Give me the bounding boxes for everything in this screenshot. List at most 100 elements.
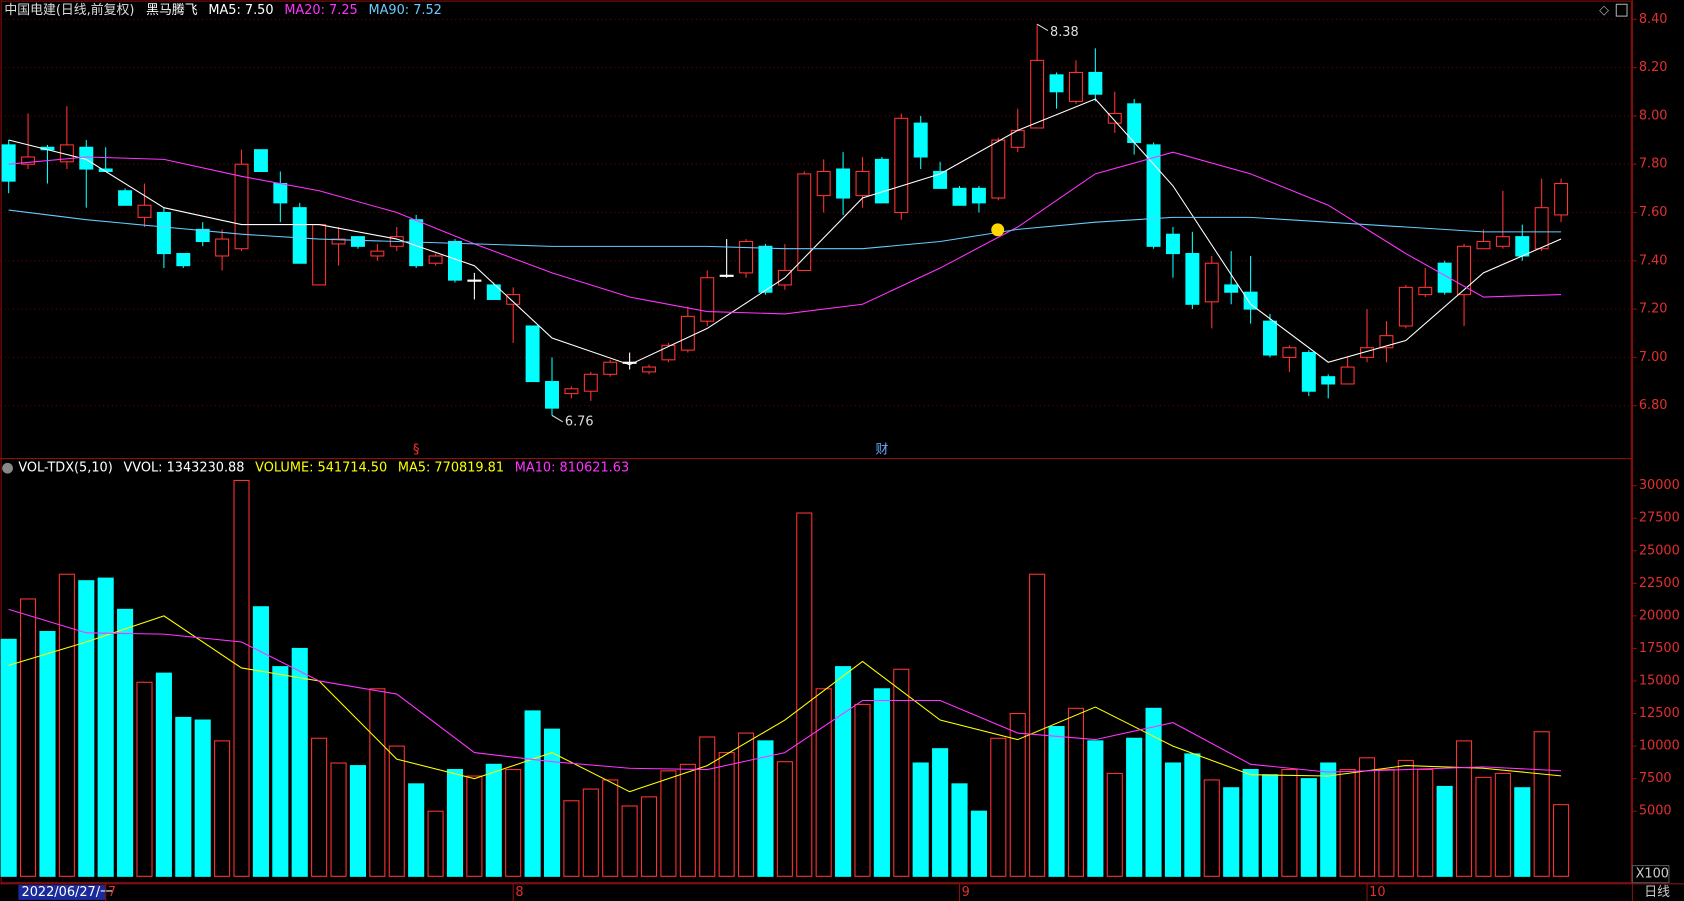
volume-bar [524,710,541,877]
candle-body [642,366,657,373]
unit-label: X100 [1636,867,1669,882]
candle-body [1457,245,1472,296]
volume-bar [39,630,56,877]
candle-body [836,168,851,199]
moving-average-line [8,151,1562,315]
volume-bar [311,737,328,877]
candle-body [933,170,948,189]
volume-bar [1029,573,1046,877]
y-tick-label: 27500 [1639,511,1680,526]
y-tick-label: 17500 [1639,641,1680,656]
volume-bar [640,796,658,877]
min-label: 6.76 [565,414,594,429]
legend-entry: MA90: 7.52 [368,3,441,18]
legend-entry: VOLUME: 541714.50 [255,461,387,476]
diamond-icon[interactable]: ◇ [1599,3,1609,18]
volume-bar [815,688,832,877]
volume-bar [1514,787,1531,877]
volume-bar [1067,707,1085,877]
candle-body [1224,284,1239,293]
candle-body [273,182,288,204]
period-label: 日线 [1644,885,1670,900]
volume-bar [1145,707,1162,877]
volume-bar [1261,774,1279,877]
volume-bar [970,810,987,877]
volume-bar [155,672,172,877]
volume-bar [1300,778,1317,877]
volume-bar [1223,787,1240,877]
volume-bar [349,765,367,877]
candle-body [991,139,1006,199]
volume-bar [699,736,716,877]
volume-bar [1184,753,1201,877]
candle-body [1321,376,1336,385]
moving-average-line [8,608,1562,773]
volume-bar [408,783,425,877]
window-icon[interactable] [1615,3,1628,17]
y-tick-label: 25000 [1639,543,1680,558]
moving-average-line [8,98,1562,366]
unit-box [1631,865,1670,884]
volume-bar [1339,768,1356,877]
volume-bar [582,788,599,877]
candle-body [253,149,268,172]
candle-body [215,238,230,257]
volume-bar [1358,757,1376,877]
candle-body [1495,236,1510,247]
volume-bar [679,763,696,877]
volume-bar [0,638,17,877]
volume-bar [932,748,949,877]
candle-body [1301,352,1316,392]
candle-body [1146,144,1161,247]
volume-bar [1378,768,1395,877]
y-tick-label: 8.40 [1639,12,1668,27]
max-label: 8.38 [1050,25,1079,40]
candle-body [1340,366,1355,385]
volume-bar [1203,779,1220,877]
y-tick-label: 5000 [1639,804,1672,819]
y-tick-label: 20000 [1639,608,1680,623]
candle-body [603,361,618,375]
candle-body [1088,71,1103,95]
candle-body [312,224,327,286]
candle-body [525,325,540,383]
event-marker: 财 [875,442,888,457]
volume-bar [951,783,968,877]
volume-bar [1009,713,1026,877]
volume-bar [1456,740,1473,877]
moving-average-line [8,615,1562,793]
y-tick-label: 10000 [1639,739,1680,754]
volume-bar [893,668,910,877]
candle-body [952,187,967,206]
candle-body [486,284,501,300]
volume-bar [58,573,75,877]
frame [0,0,1632,884]
volume-bar [738,732,755,877]
menu-icon[interactable] [2,462,13,474]
candle-body [1165,233,1180,255]
volume-bar [1397,759,1414,877]
volume-bar [466,775,483,877]
volume-bar [854,703,871,877]
volume-bar [388,745,405,877]
x-tick-label: 7 [108,885,116,900]
x-tick-label: 10 [1369,885,1385,900]
candle-body [1204,262,1219,303]
y-tick-label: 7.60 [1639,205,1668,220]
y-tick-label: 7.20 [1639,302,1668,317]
chart-title: 中国电建(日线,前复权) [4,2,134,18]
candle-body [1534,207,1549,250]
candle-body [428,255,443,264]
candle-body [506,294,521,305]
candle-body [1515,236,1530,257]
candle-body [680,315,695,351]
legend-entry: MA10: 810621.63 [515,461,629,476]
volume-bar [1436,785,1453,877]
volume-bar [214,740,231,877]
candle-body [1049,74,1064,93]
volume-bar [1048,726,1065,877]
legend-entry: MA5: 770819.81 [398,461,504,476]
candle-body [739,240,754,274]
candle-body [1243,291,1258,310]
volume-bar [485,763,502,877]
